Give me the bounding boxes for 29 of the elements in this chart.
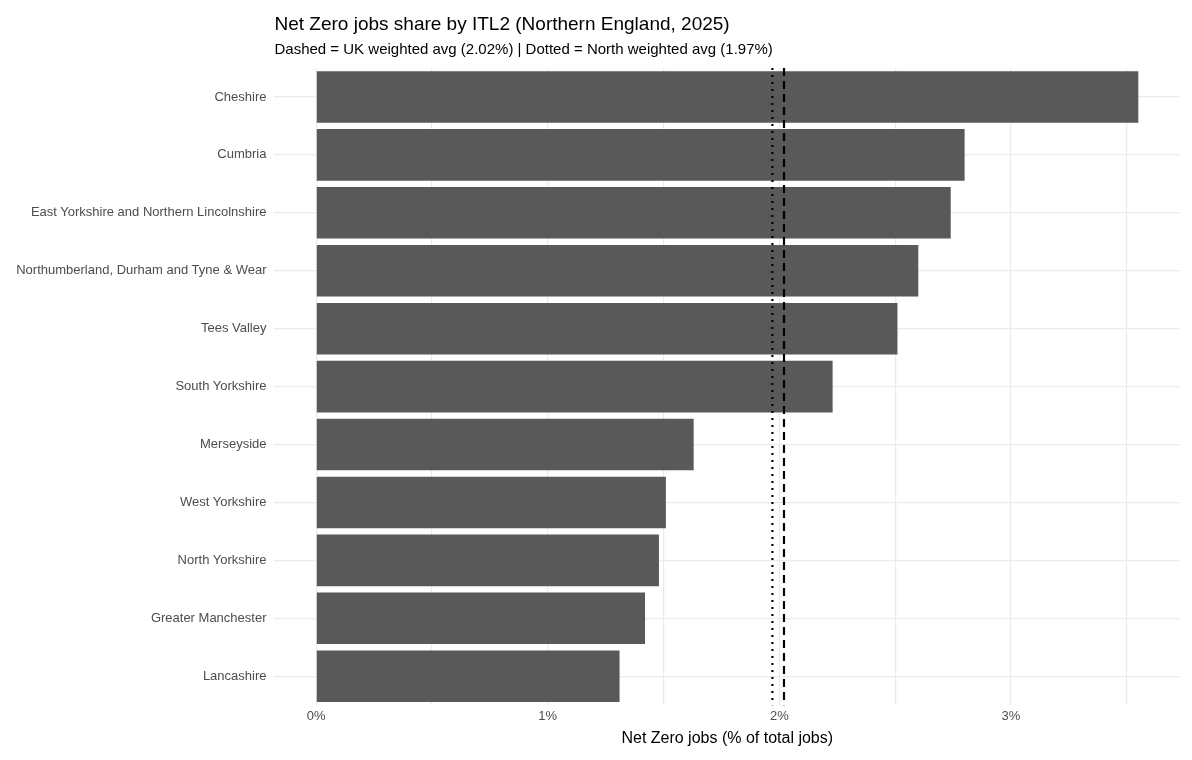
y-tick-label: Cumbria — [217, 146, 268, 162]
y-tick-label: Tees Valley — [200, 320, 267, 336]
bar — [316, 71, 1139, 123]
bar — [316, 302, 898, 355]
x-axis-title: Net Zero jobs (% of total jobs) — [621, 728, 834, 746]
y-tick-label: South Yorkshire — [175, 378, 267, 394]
y-tick-label: Greater Manchester — [150, 609, 268, 625]
bar — [316, 360, 833, 413]
bar — [316, 534, 659, 587]
chart-title: Net Zero jobs share by ITL2 (Northern England, 2025) — [274, 13, 730, 34]
y-tick-label: Lancashire — [202, 667, 267, 683]
y-tick-label: West Yorkshire — [180, 494, 267, 510]
bar — [316, 418, 694, 471]
x-tick-label: 1% — [538, 707, 558, 723]
x-tick-label: 2% — [769, 707, 790, 723]
y-tick-label: Merseyside — [200, 436, 267, 452]
chart-subtitle: Dashed = UK weighted avg (2.02%) | Dotted = North weighted avg (1.97%) — [274, 40, 773, 57]
bar — [316, 592, 646, 645]
y-tick-label: Northumberland, Durham and Tyne & Wear — [16, 262, 268, 278]
y-tick-label: Cheshire — [214, 88, 267, 104]
x-tick-label: 0% — [306, 707, 327, 723]
bar — [316, 187, 951, 239]
bar — [316, 476, 666, 529]
y-tick-label: North Yorkshire — [177, 551, 267, 567]
bar — [316, 129, 965, 181]
x-tick-label: 3% — [1001, 707, 1021, 723]
y-tick-label: East Yorkshire and Northern Lincolnshire — [30, 204, 267, 220]
bar — [316, 650, 620, 703]
bar — [316, 244, 919, 297]
